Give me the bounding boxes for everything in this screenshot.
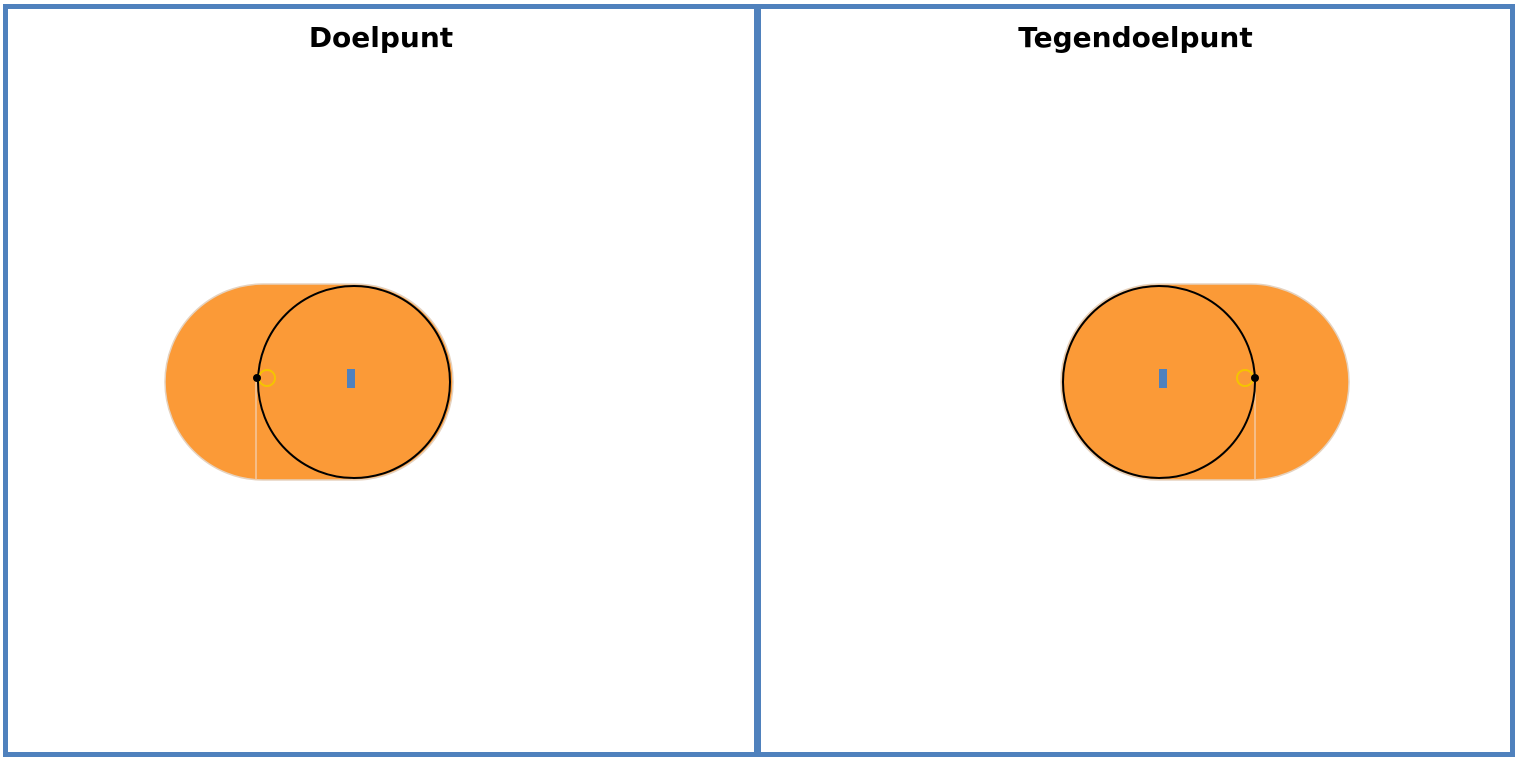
center-marker: [1159, 369, 1167, 388]
contact-point: [253, 374, 261, 382]
center-marker: [347, 369, 355, 388]
panel-title: Tegendoelpunt: [1018, 21, 1253, 54]
panel-tegendoelpunt: Tegendoelpunt: [756, 4, 1515, 757]
contact-point: [1251, 374, 1259, 382]
doelpunt-diagram: [164, 283, 454, 481]
panel-doelpunt: Doelpunt: [3, 4, 759, 757]
tegendoelpunt-diagram: [1060, 283, 1350, 481]
panel-title: Doelpunt: [308, 21, 454, 54]
